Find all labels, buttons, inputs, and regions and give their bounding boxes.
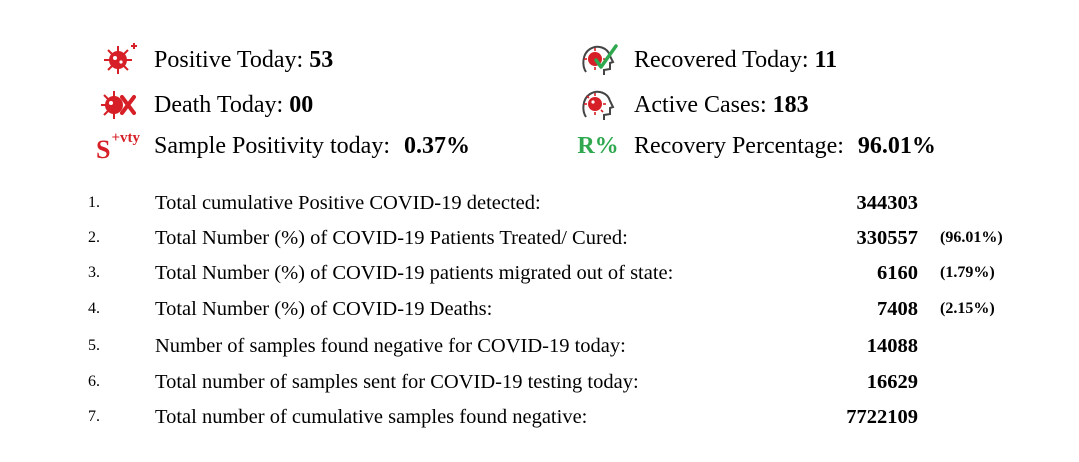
recovery-percentage-value: 96.01% xyxy=(857,132,936,159)
list-item-value: 344303 xyxy=(856,192,919,214)
list-item: 6. Total number of samples sent for COVI… xyxy=(0,367,1079,401)
list-item-label: Total number of cumulative samples found… xyxy=(155,406,588,428)
death-today-stat: Death Today: 00 xyxy=(90,85,313,125)
death-today-value: 00 xyxy=(289,91,314,118)
list-item-label: Total Number (%) of COVID-19 Patients Tr… xyxy=(155,227,628,249)
list-item-percentage: (96.01%) xyxy=(940,229,1003,246)
sample-positivity-symbol-sup: +vty xyxy=(111,130,140,147)
sample-positivity-symbol-letter: S xyxy=(95,135,111,164)
list-item-value: 7408 xyxy=(877,298,918,320)
list-item-label: Number of samples found negative for COV… xyxy=(155,335,626,357)
list-item: 5. Number of samples found negative for … xyxy=(0,331,1079,365)
positive-today-stat: Positive Today: 53 xyxy=(90,40,333,80)
list-item-number: 5. xyxy=(88,337,100,354)
recovered-today-stat: Recovered Today: 11 xyxy=(570,40,837,80)
list-item-number: 7. xyxy=(88,408,100,425)
head-virus-icon xyxy=(570,85,626,125)
recovery-percentage-symbol-text: R% xyxy=(577,132,619,159)
list-item-percentage: (2.15%) xyxy=(940,300,995,317)
recovery-percentage-label: Recovery Percentage: xyxy=(634,132,844,159)
positive-today-label: Positive Today: xyxy=(154,46,304,73)
list-item-label: Total Number (%) of COVID-19 Deaths: xyxy=(155,298,493,320)
list-item: 7. Total number of cumulative samples fo… xyxy=(0,402,1079,436)
virus-cross-icon xyxy=(90,85,146,125)
recovered-today-label: Recovered Today: xyxy=(634,46,809,73)
sample-positivity-symbol: S+vty xyxy=(90,126,146,166)
active-cases-label: Active Cases: xyxy=(634,91,767,118)
list-item: 3. Total Number (%) of COVID-19 patients… xyxy=(0,258,1079,292)
list-item-value: 330557 xyxy=(856,227,919,249)
list-item-number: 3. xyxy=(88,264,100,281)
list-item: 4. Total Number (%) of COVID-19 Deaths: … xyxy=(0,294,1079,328)
list-item-value: 14088 xyxy=(866,335,918,357)
head-check-icon xyxy=(570,40,626,80)
list-item-number: 1. xyxy=(88,194,100,211)
list-item-number: 2. xyxy=(88,229,100,246)
recovered-today-value: 11 xyxy=(814,46,838,73)
list-item-percentage: (1.79%) xyxy=(940,264,995,281)
sample-positivity-label: Sample Positivity today: xyxy=(154,132,391,159)
list-item-label: Total Number (%) of COVID-19 patients mi… xyxy=(155,262,674,284)
positive-today-value: 53 xyxy=(309,46,334,73)
list-item-number: 6. xyxy=(88,373,100,390)
active-cases-value: 183 xyxy=(772,91,809,118)
list-item-value: 16629 xyxy=(866,371,918,393)
list-item-label: Total cumulative Positive COVID-19 detec… xyxy=(155,192,541,214)
list-item-number: 4. xyxy=(88,300,100,317)
recovery-percentage-stat: R% Recovery Percentage: 96.01% xyxy=(570,126,936,166)
sample-positivity-value: 0.37% xyxy=(404,132,471,159)
list-item: 2. Total Number (%) of COVID-19 Patients… xyxy=(0,223,1079,257)
active-cases-stat: Active Cases: 183 xyxy=(570,85,809,125)
list-item-value: 6160 xyxy=(877,262,918,284)
death-today-label: Death Today: xyxy=(154,91,284,118)
sample-positivity-stat: S+vty Sample Positivity today: 0.37% xyxy=(90,126,470,166)
virus-icon xyxy=(90,40,146,80)
list-item-value: 7722109 xyxy=(846,406,918,428)
list-item-label: Total number of samples sent for COVID-1… xyxy=(155,371,639,393)
list-item: 1. Total cumulative Positive COVID-19 de… xyxy=(0,188,1079,222)
recovery-percentage-symbol: R% xyxy=(570,126,626,166)
